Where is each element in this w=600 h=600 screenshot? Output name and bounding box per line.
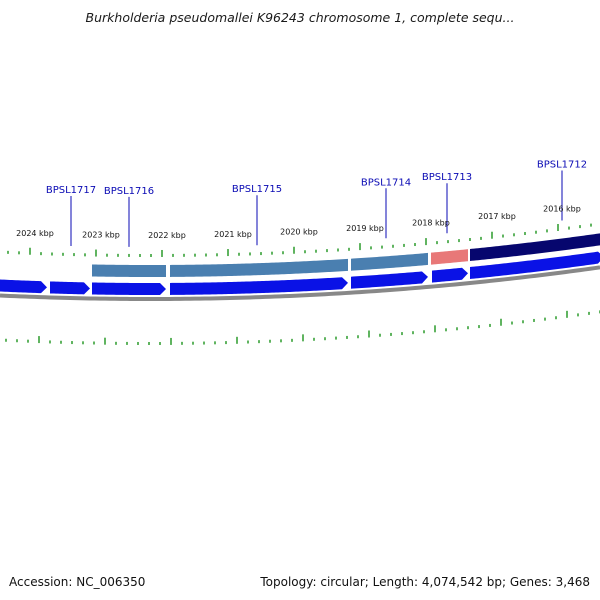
gene-label: BPSL1712 — [537, 160, 587, 171]
backbone — [0, 265, 600, 301]
gene-label: BPSL1713 — [422, 172, 472, 183]
cds-arrow — [432, 267, 468, 283]
scale-label: 2022 kbp — [148, 231, 186, 240]
cds-arrow — [470, 251, 600, 279]
scale-labels: 2024 kbp 2023 kbp 2022 kbp 2021 kbp 2020 kbp… — [16, 205, 581, 241]
feature-block — [92, 264, 166, 277]
scale-label: 2020 kbp — [280, 228, 318, 237]
map-title: Burkholderia pseudomallei K96243 chromos… — [85, 10, 515, 25]
scale-label: 2019 kbp — [346, 224, 384, 233]
scale-ticks-outer — [7, 223, 592, 257]
cds-arrow — [92, 282, 166, 295]
scale-ticks-inner — [5, 310, 600, 345]
gene-label: BPSL1715 — [232, 184, 282, 195]
gene-label: BPSL1714 — [361, 177, 411, 188]
accession-text: Accession: NC_006350 — [9, 575, 146, 589]
gene-labels: BPSL1717 BPSL1716 BPSL1715 BPSL1714 BPSL1713… — [46, 160, 587, 197]
cds-arrow — [0, 279, 47, 294]
gene-label: BPSL1717 — [46, 185, 96, 196]
backbone-arc — [0, 265, 600, 301]
gene-label: BPSL1716 — [104, 186, 154, 197]
summary-text: Topology: circular; Length: 4,074,542 bp… — [260, 575, 590, 589]
feature-track — [92, 233, 600, 277]
cds-arrow — [351, 271, 428, 289]
cds-arrow — [50, 281, 90, 295]
feature-block — [351, 252, 428, 271]
feature-block — [431, 249, 468, 265]
scale-label: 2024 kbp — [16, 229, 54, 238]
scale-label: 2021 kbp — [214, 230, 252, 239]
cds-arrow — [170, 277, 348, 295]
gene-label-lines — [70, 170, 563, 247]
scale-label: 2018 kbp — [412, 219, 450, 228]
scale-label: 2017 kbp — [478, 212, 516, 221]
feature-block — [470, 233, 600, 261]
feature-block — [170, 258, 348, 277]
scale-label: 2016 kbp — [543, 205, 581, 214]
scale-label: 2023 kbp — [82, 231, 120, 240]
cds-track — [0, 251, 600, 295]
